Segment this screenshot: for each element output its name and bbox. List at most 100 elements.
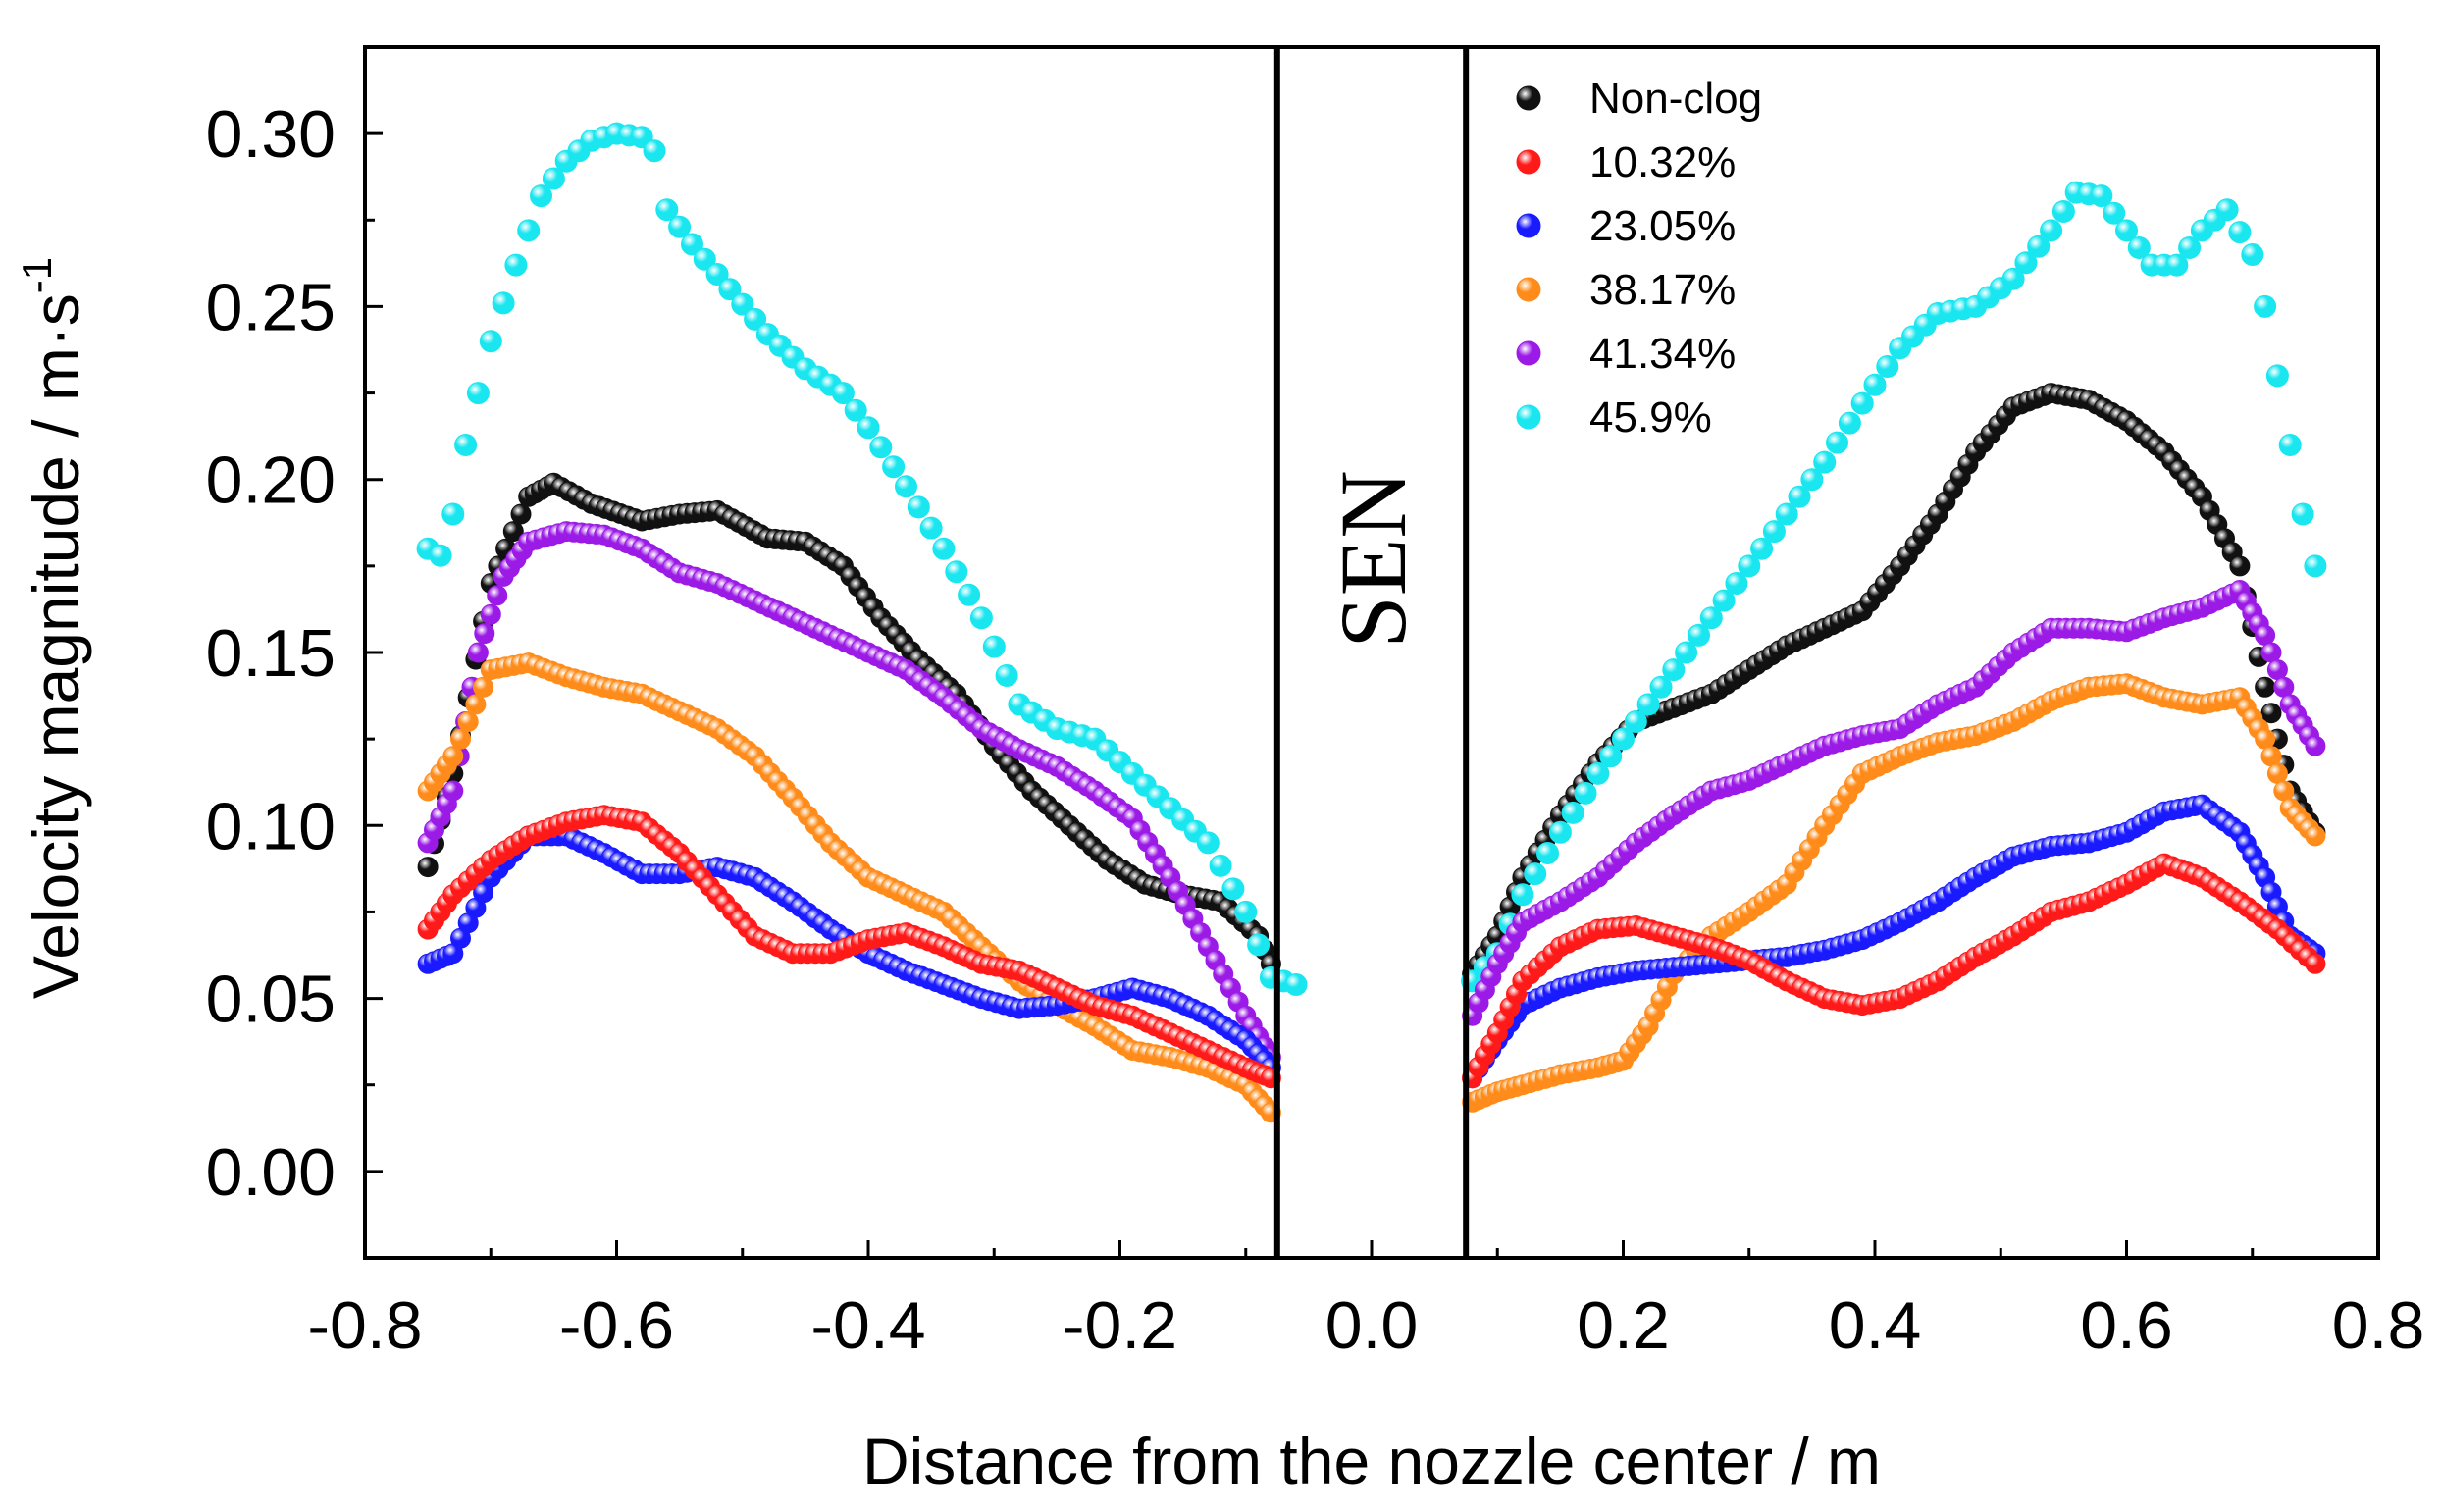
data-point [1762,520,1786,544]
x-tick-label: -0.2 [1063,1288,1177,1363]
data-point [465,694,487,715]
data-point [932,537,956,560]
data-point [2090,184,2113,208]
data-point [844,398,867,422]
data-point [2254,294,2277,318]
data-point [1826,431,1848,454]
data-point [2165,253,2189,277]
data-point [1800,468,1824,492]
data-point [1548,820,1572,844]
data-point [718,278,742,301]
data-point [2215,198,2239,222]
data-point [1586,761,1610,785]
legend-label: 10.32% [1589,138,1736,186]
data-point [681,233,703,256]
data-point [1738,554,1761,578]
data-point [958,583,981,606]
data-point [542,167,565,190]
series-45-9 [416,122,2327,996]
data-point [982,635,1006,658]
y-axis-title-sup: -1 [14,257,60,293]
data-point [1813,450,1837,474]
data-point [995,664,1018,687]
data-point [2178,236,2202,259]
data-point [1838,411,1861,435]
data-point [744,307,767,331]
data-point [2305,953,2326,974]
data-point [2304,554,2327,578]
data-point [2255,676,2276,698]
data-point [442,780,464,802]
data-point [2040,219,2063,242]
data-point [857,416,880,440]
data-point [473,676,494,698]
data-point [510,503,532,525]
data-point [466,382,490,405]
legend-label: 38.17% [1589,266,1736,314]
data-point [429,544,452,567]
data-point [467,642,489,663]
data-point [969,606,993,630]
data-point [474,623,495,645]
frame-layer [363,45,2380,1260]
data-point [705,263,729,286]
data-point [655,198,679,222]
data-point [2027,235,2051,258]
x-tick-label: -0.8 [307,1288,422,1363]
data-point [2241,243,2264,266]
y-axis-title-main: Velocity magnitude / m·s [20,293,92,999]
data-point [919,516,943,540]
data-point [2273,780,2295,802]
legend-marker [1516,85,1541,111]
series-38-17 [417,652,2326,1123]
data-point [945,560,968,584]
data-point [1599,745,1623,768]
legend-label: Non-clog [1589,75,1762,123]
legend-marker [1516,277,1541,302]
x-tick-label: -0.4 [810,1288,925,1363]
data-point [457,711,479,732]
data-point [2001,267,2025,290]
data-point [1624,710,1647,733]
data-point [2014,251,2038,275]
data-point [2266,762,2288,784]
data-point [517,219,541,242]
data-point [480,603,501,625]
legend-label: 41.34% [1589,330,1736,378]
data-point [2291,502,2314,526]
data-point [1561,801,1584,824]
data-point [530,184,552,208]
data-point [1209,854,1232,877]
data-point [2115,219,2138,242]
data-point [454,434,478,456]
data-point [869,436,893,459]
data-point [1788,485,1811,508]
x-tick-label: 0.4 [1829,1288,1922,1363]
data-point [2305,825,2326,847]
data-point [1221,877,1245,901]
data-point [1612,727,1635,751]
data-point [2278,434,2302,456]
data-point [2305,735,2326,756]
data-point [2229,555,2251,577]
data-layer [416,122,2327,1123]
data-point [442,746,464,767]
x-tick-label: 0.8 [2332,1288,2425,1363]
data-point [1699,606,1723,630]
y-tick-label: 0.05 [206,963,336,1037]
data-point [2103,201,2126,225]
y-tick-label: 0.30 [206,97,336,172]
data-point [2266,659,2288,681]
data-point [1712,589,1736,612]
legend-marker [1516,340,1541,366]
data-point [417,857,439,878]
data-point [907,495,930,519]
data-point [831,382,855,405]
data-point [895,475,917,498]
data-point [492,291,515,315]
data-point [1725,572,1748,595]
data-point [1574,781,1597,805]
data-point [693,247,716,271]
data-point [1524,862,1547,886]
